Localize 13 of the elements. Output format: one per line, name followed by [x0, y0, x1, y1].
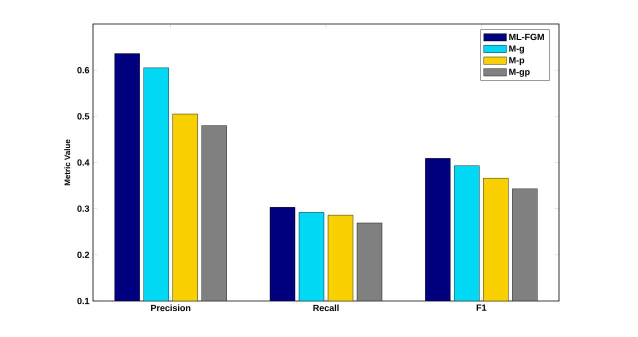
y-tick-label: 0.2 — [77, 252, 90, 258]
legend-label: M-g — [509, 45, 524, 54]
y-tick-label: 0.4 — [77, 159, 90, 166]
x-tick-label: Precision — [151, 304, 190, 312]
legend-label: M-gp — [509, 68, 530, 77]
x-tick-label: Recall — [313, 304, 339, 312]
legend-label: M-p — [509, 57, 524, 66]
y-tick-label: 0.3 — [77, 205, 90, 212]
y-tick-label: 0.6 — [77, 66, 90, 74]
legend-label: ML-FGM — [509, 34, 544, 40]
y-tick-label: 0.1 — [77, 298, 90, 304]
x-tick-label: F1 — [476, 304, 486, 311]
y-tick-label: 0.5 — [77, 113, 90, 120]
